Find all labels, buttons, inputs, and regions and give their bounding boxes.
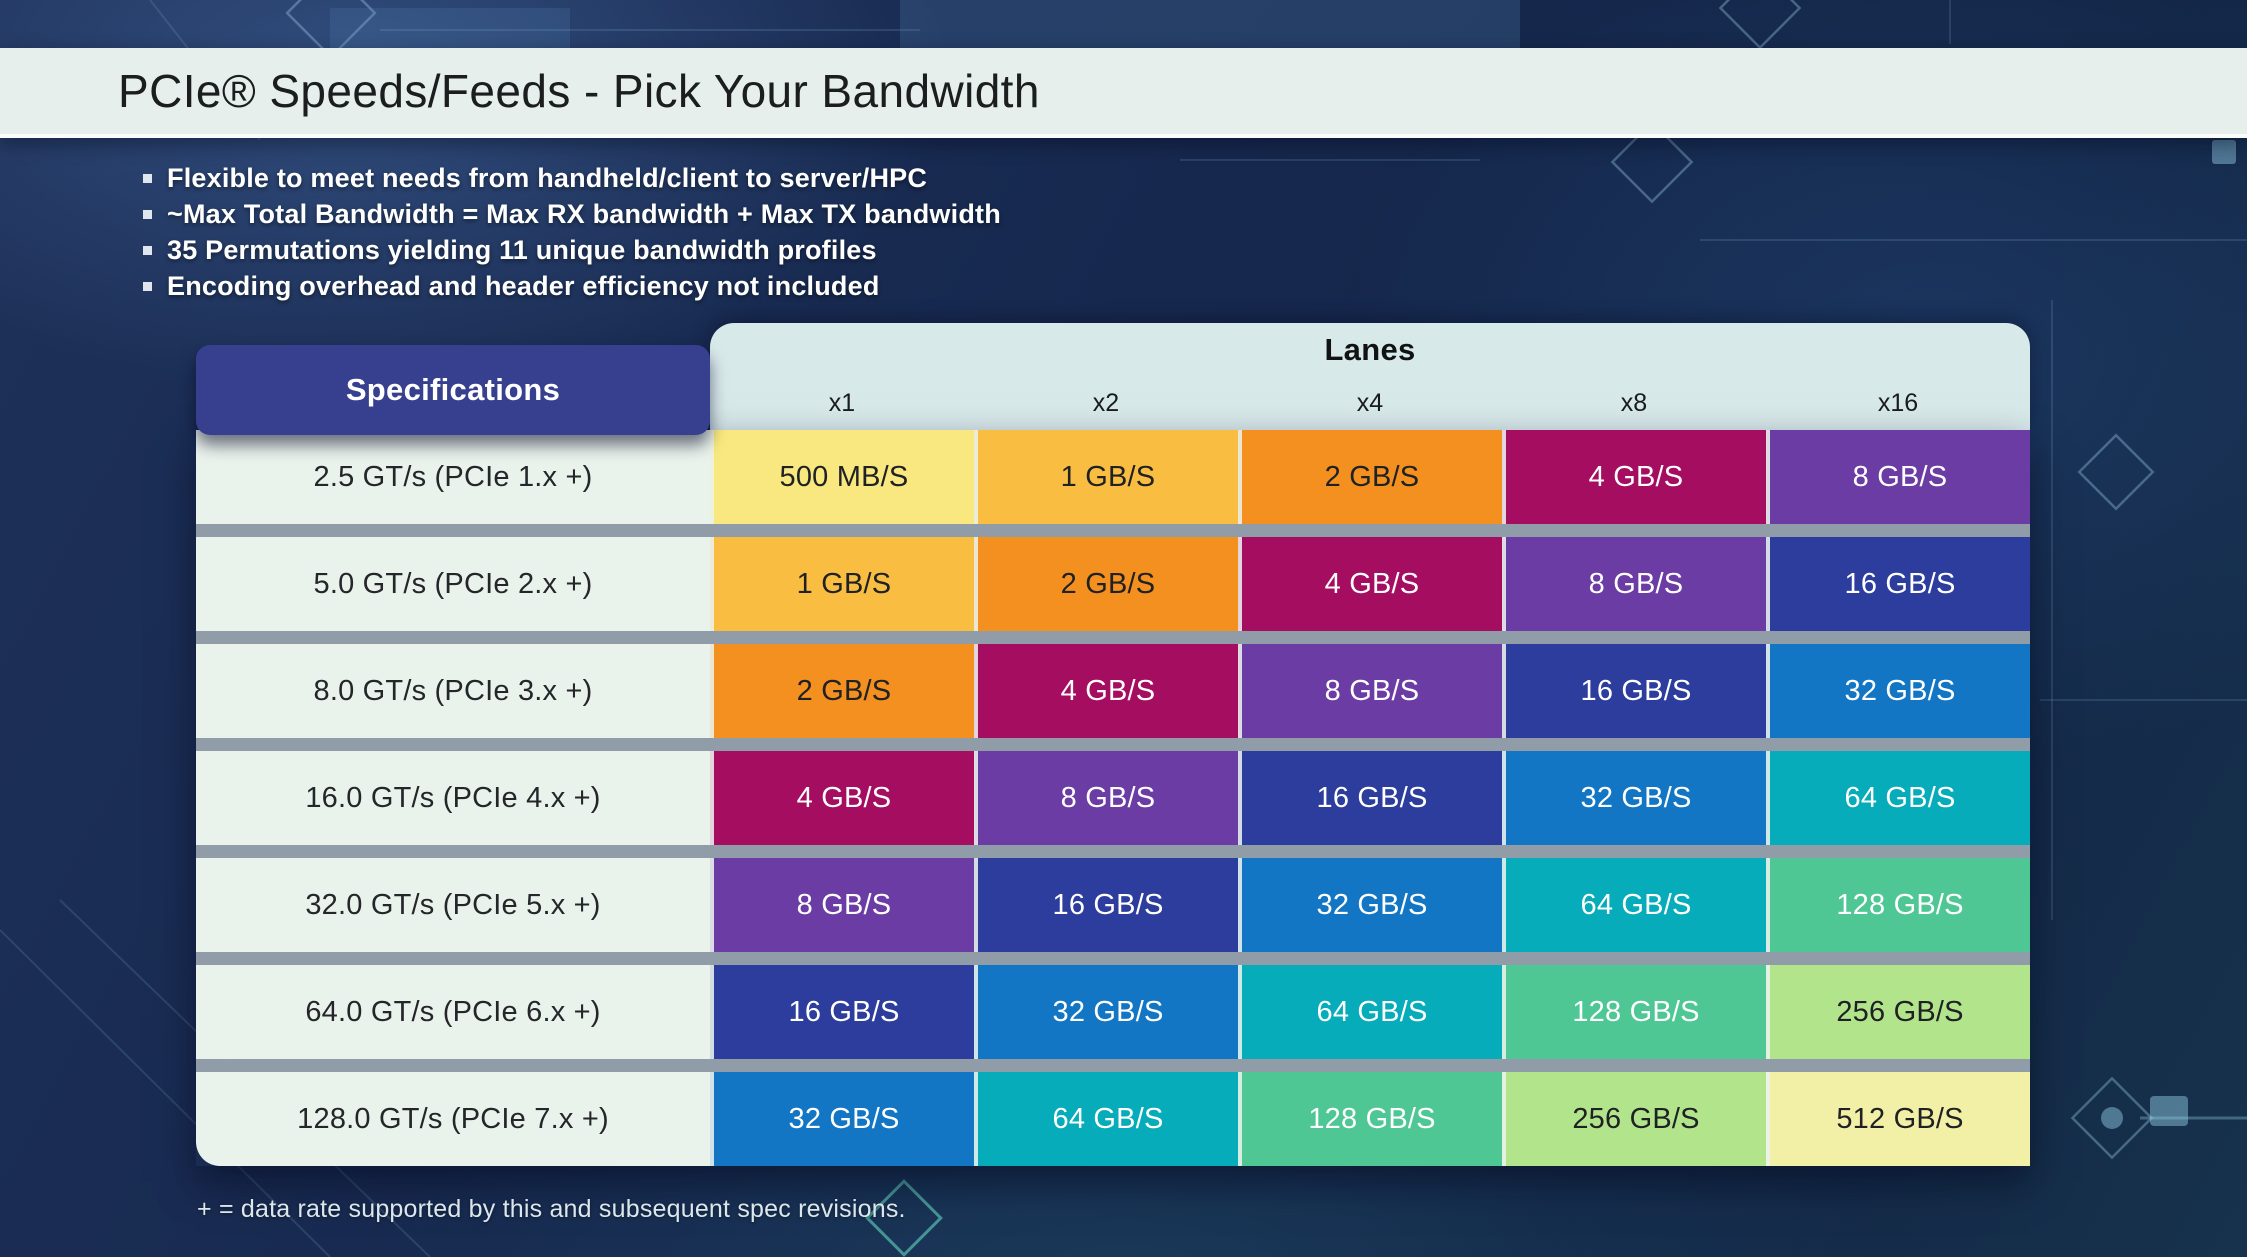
bullet-item: 35 Permutations yielding 11 unique bandw… xyxy=(143,232,1001,268)
spec-cell: 32.0 GT/s (PCIe 5.x +) xyxy=(196,858,710,952)
bandwidth-cell: 64 GB/S xyxy=(974,1072,1238,1166)
bandwidth-cell: 32 GB/S xyxy=(1238,858,1502,952)
row-separator xyxy=(196,631,2030,644)
specifications-header: Specifications xyxy=(196,345,710,435)
lane-column-headers: x1 x2 x4 x8 x16 xyxy=(710,389,2030,418)
bandwidth-cell: 4 GB/S xyxy=(710,751,974,845)
bandwidth-cell: 32 GB/S xyxy=(974,965,1238,1059)
footnote: + = data rate supported by this and subs… xyxy=(197,1195,906,1223)
bullet-item: Flexible to meet needs from handheld/cli… xyxy=(143,160,1001,196)
spec-cell: 5.0 GT/s (PCIe 2.x +) xyxy=(196,537,710,631)
bandwidth-cell: 16 GB/S xyxy=(1238,751,1502,845)
bandwidth-cell: 2 GB/S xyxy=(710,644,974,738)
row-separator xyxy=(196,845,2030,858)
bandwidth-cell: 16 GB/S xyxy=(1502,644,1766,738)
bullet-item: ~Max Total Bandwidth = Max RX bandwidth … xyxy=(143,196,1001,232)
bandwidth-cell: 2 GB/S xyxy=(1238,430,1502,524)
bullet-item: Encoding overhead and header efficiency … xyxy=(143,268,1001,304)
bandwidth-cell: 256 GB/S xyxy=(1502,1072,1766,1166)
table-row: 2.5 GT/s (PCIe 1.x +) 500 MB/S 1 GB/S 2 … xyxy=(196,430,2030,524)
bandwidth-cell: 4 GB/S xyxy=(1238,537,1502,631)
lanes-title: Lanes xyxy=(1324,332,1416,367)
bandwidth-cell: 64 GB/S xyxy=(1766,751,2030,845)
bandwidth-cell: 256 GB/S xyxy=(1766,965,2030,1059)
bandwidth-cell: 1 GB/S xyxy=(974,430,1238,524)
lane-column-header-x2: x2 xyxy=(1092,389,1120,417)
bandwidth-cell: 8 GB/S xyxy=(1766,430,2030,524)
bandwidth-cell: 128 GB/S xyxy=(1766,858,2030,952)
spec-cell: 128.0 GT/s (PCIe 7.x +) xyxy=(196,1072,710,1166)
bandwidth-cell: 64 GB/S xyxy=(1238,965,1502,1059)
bandwidth-cell: 32 GB/S xyxy=(1766,644,2030,738)
table-row: 128.0 GT/s (PCIe 7.x +) 32 GB/S 64 GB/S … xyxy=(196,1072,2030,1166)
table-row: 8.0 GT/s (PCIe 3.x +) 2 GB/S 4 GB/S 8 GB… xyxy=(196,644,2030,738)
row-separator xyxy=(196,738,2030,751)
row-separator xyxy=(196,524,2030,537)
lane-column-header-x4: x4 xyxy=(1356,389,1384,417)
spec-cell: 64.0 GT/s (PCIe 6.x +) xyxy=(196,965,710,1059)
bandwidth-cell: 2 GB/S xyxy=(974,537,1238,631)
spec-cell: 16.0 GT/s (PCIe 4.x +) xyxy=(196,751,710,845)
table-row: 32.0 GT/s (PCIe 5.x +) 8 GB/S 16 GB/S 32… xyxy=(196,858,2030,952)
lane-column-header-x16: x16 xyxy=(1877,389,1919,417)
table-row: 64.0 GT/s (PCIe 6.x +) 16 GB/S 32 GB/S 6… xyxy=(196,965,2030,1059)
bandwidth-cell: 8 GB/S xyxy=(1502,537,1766,631)
bandwidth-cell: 4 GB/S xyxy=(1502,430,1766,524)
table-rows: 2.5 GT/s (PCIe 1.x +) 500 MB/S 1 GB/S 2 … xyxy=(196,430,2030,1166)
bandwidth-cell: 1 GB/S xyxy=(710,537,974,631)
spec-cell: 8.0 GT/s (PCIe 3.x +) xyxy=(196,644,710,738)
bandwidth-cell: 8 GB/S xyxy=(974,751,1238,845)
bandwidth-cell: 16 GB/S xyxy=(1766,537,2030,631)
bandwidth-cell: 8 GB/S xyxy=(1238,644,1502,738)
lane-column-header-x1: x1 xyxy=(828,389,856,417)
bandwidth-cell: 512 GB/S xyxy=(1766,1072,2030,1166)
bandwidth-cell: 128 GB/S xyxy=(1238,1072,1502,1166)
bandwidth-cell: 500 MB/S xyxy=(710,430,974,524)
title-bar: PCIe® Speeds/Feeds - Pick Your Bandwidth xyxy=(0,48,2247,138)
bandwidth-cell: 4 GB/S xyxy=(974,644,1238,738)
bandwidth-cell: 32 GB/S xyxy=(710,1072,974,1166)
row-separator xyxy=(196,952,2030,965)
row-separator xyxy=(196,1059,2030,1072)
bandwidth-table: Lanes x1 x2 x4 x8 x16 Specifications 2.5… xyxy=(196,323,2030,1168)
slide-title: PCIe® Speeds/Feeds - Pick Your Bandwidth xyxy=(118,65,1040,117)
bandwidth-cell: 128 GB/S xyxy=(1502,965,1766,1059)
table-row: 16.0 GT/s (PCIe 4.x +) 4 GB/S 8 GB/S 16 … xyxy=(196,751,2030,845)
bandwidth-cell: 32 GB/S xyxy=(1502,751,1766,845)
bandwidth-cell: 8 GB/S xyxy=(710,858,974,952)
bandwidth-cell: 16 GB/S xyxy=(710,965,974,1059)
table-row: 5.0 GT/s (PCIe 2.x +) 1 GB/S 2 GB/S 4 GB… xyxy=(196,537,2030,631)
lanes-header: Lanes x1 x2 x4 x8 x16 xyxy=(710,323,2030,430)
bullet-list: Flexible to meet needs from handheld/cli… xyxy=(143,160,1001,304)
spec-cell: 2.5 GT/s (PCIe 1.x +) xyxy=(196,430,710,524)
bandwidth-cell: 16 GB/S xyxy=(974,858,1238,952)
bandwidth-cell: 64 GB/S xyxy=(1502,858,1766,952)
lane-column-header-x8: x8 xyxy=(1620,389,1648,417)
